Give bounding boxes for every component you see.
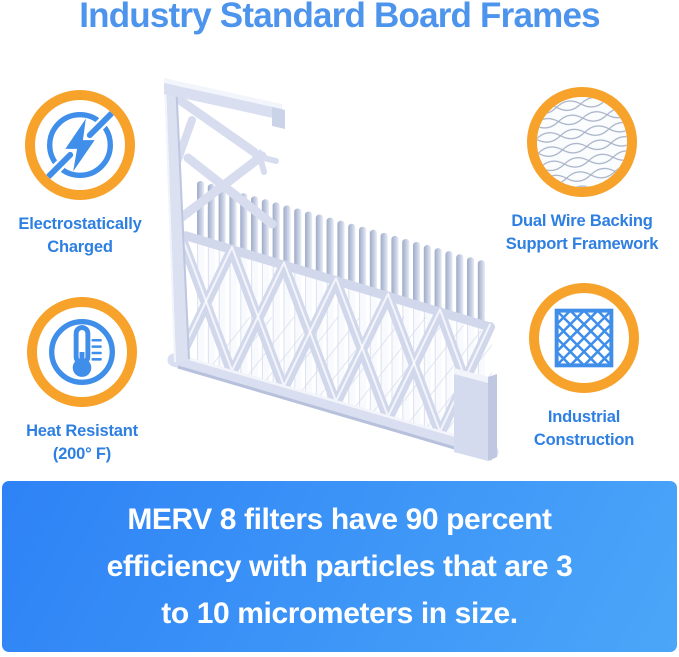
lightning-bolt-icon-art — [41, 106, 119, 184]
feature-industrial-construction: Industrial Construction — [500, 283, 668, 452]
diamond-lattice-icon-art — [554, 308, 614, 368]
feature-electrostatically-charged: Electrostatically Charged — [4, 90, 156, 259]
page-title: Industry Standard Board Frames — [79, 0, 600, 35]
feature-label-line: Electrostatically — [18, 215, 142, 233]
feature-label-line: Construction — [533, 431, 635, 449]
air-filter-illustration — [164, 78, 499, 461]
thermometer-icon — [27, 297, 137, 407]
banner-text-line: to 10 micrometers in size. — [161, 597, 518, 630]
feature-dual-wire-backing: Dual Wire Backing Support Framework — [498, 87, 666, 256]
feature-heat-resistant: Heat Resistant (200° F) — [6, 297, 158, 466]
feature-label-line: Charged — [47, 238, 113, 256]
feature-label-line: Support Framework — [505, 235, 659, 253]
info-banner: MERV 8 filters have 90 percent efficienc… — [2, 481, 677, 652]
lightning-bolt-icon — [25, 90, 135, 200]
feature-label-line: Industrial — [547, 408, 621, 426]
diamond-lattice-icon — [529, 283, 639, 393]
feature-label-line: Dual Wire Backing — [511, 212, 653, 230]
thermometer-icon-art — [49, 319, 115, 385]
feature-label-line: Heat Resistant — [26, 422, 138, 440]
wire-mesh-icon — [527, 87, 637, 197]
banner-text-line: MERV 8 filters have 90 percent — [127, 503, 552, 536]
feature-label-line: (200° F) — [52, 445, 112, 463]
wire-mesh-icon-art — [537, 97, 627, 187]
banner-text-line: efficiency with particles that are 3 — [106, 550, 573, 583]
